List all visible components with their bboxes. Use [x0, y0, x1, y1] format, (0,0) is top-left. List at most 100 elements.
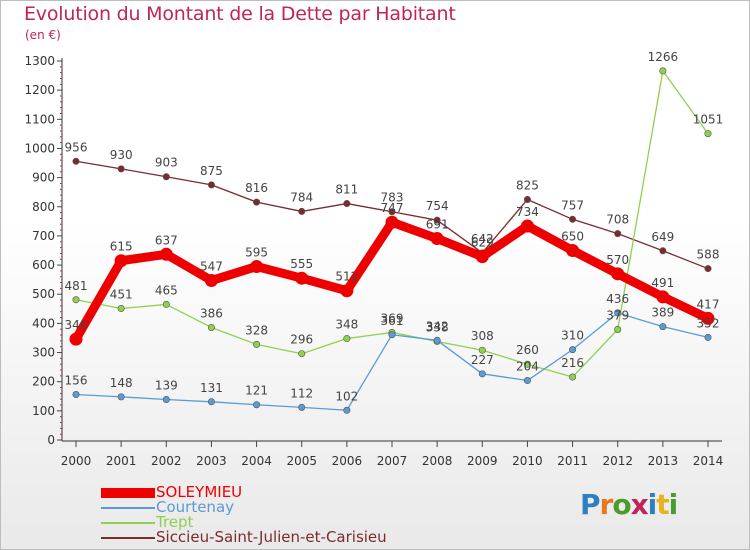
y-tick-label: 600: [32, 258, 55, 272]
data-point: [117, 165, 125, 173]
data-label: 451: [110, 288, 133, 302]
data-point: [72, 157, 80, 165]
data-point: [253, 198, 261, 206]
data-label: 139: [155, 378, 178, 392]
data-label: 481: [65, 279, 88, 293]
data-point: [343, 335, 351, 343]
data-point: [704, 130, 712, 138]
data-point: [207, 181, 215, 189]
logo-letter: i: [668, 488, 679, 521]
x-tick-label: 2012: [602, 454, 633, 468]
data-point: [72, 296, 80, 304]
data-point: [253, 401, 261, 409]
data-label: 708: [606, 213, 629, 227]
data-point: [659, 247, 667, 255]
data-label: 338: [426, 320, 449, 334]
data-label: 310: [561, 329, 584, 343]
x-tick-label: 2010: [512, 454, 543, 468]
x-tick-label: 2002: [151, 454, 182, 468]
y-tick-label: 200: [32, 375, 55, 389]
data-point: [433, 216, 441, 224]
data-point: [569, 373, 577, 381]
data-point: [114, 254, 128, 268]
data-point: [298, 207, 306, 215]
data-label: 1051: [693, 113, 724, 127]
data-point: [433, 336, 441, 344]
y-tick-label: 1300: [24, 54, 55, 68]
y-tick-label: 0: [47, 433, 55, 447]
data-label: 691: [426, 218, 449, 232]
data-point: [478, 346, 486, 354]
data-point: [523, 360, 531, 368]
logo-letter: x: [630, 488, 649, 521]
legend-swatch: [101, 537, 155, 539]
logo-letter: P: [580, 488, 601, 521]
data-point: [566, 244, 580, 257]
data-point: [162, 395, 170, 403]
data-label: 369: [381, 311, 404, 325]
x-tick-label: 2007: [377, 454, 408, 468]
y-tick-label: 1100: [24, 112, 55, 126]
data-point: [475, 250, 489, 264]
data-point: [207, 323, 215, 331]
data-label: 204: [516, 360, 539, 374]
data-label: 216: [561, 356, 584, 370]
x-tick-label: 2005: [286, 454, 317, 468]
proxiti-logo: Proxiti: [580, 488, 679, 521]
y-tick-label: 1000: [24, 141, 55, 155]
data-label: 1266: [648, 50, 679, 64]
x-tick-label: 2006: [332, 454, 363, 468]
data-label: 570: [606, 253, 629, 267]
data-point: [207, 398, 215, 406]
legend-swatch: [101, 522, 155, 524]
data-label: 757: [561, 198, 584, 212]
data-point: [659, 323, 667, 331]
data-label: 555: [290, 257, 313, 271]
data-point: [569, 346, 577, 354]
data-point: [656, 290, 670, 304]
data-label: 260: [516, 343, 539, 357]
data-label: 930: [110, 148, 133, 162]
data-label: 649: [651, 230, 674, 244]
data-label: 102: [335, 389, 358, 403]
data-point: [69, 332, 83, 346]
y-tick-label: 700: [32, 229, 55, 243]
data-label: 348: [335, 318, 358, 332]
data-point: [659, 67, 667, 75]
data-point: [340, 284, 354, 298]
data-point: [250, 260, 264, 274]
y-tick-label: 400: [32, 316, 55, 330]
data-label: 642: [471, 232, 494, 246]
y-tick-label: 1200: [24, 83, 55, 97]
legend-swatch: [101, 488, 155, 498]
data-label: 816: [245, 181, 268, 195]
data-point: [523, 377, 531, 385]
data-label: 148: [110, 376, 133, 390]
legend-label: SOLEYMIEU: [156, 483, 243, 501]
data-label: 637: [155, 233, 178, 247]
y-tick-label: 900: [32, 171, 55, 185]
data-point: [343, 406, 351, 414]
x-tick-label: 2003: [196, 454, 227, 468]
data-point: [253, 340, 261, 348]
data-label: 512: [335, 270, 358, 284]
data-label: 342: [426, 319, 449, 333]
x-tick-label: 2011: [557, 454, 588, 468]
data-label: 227: [471, 353, 494, 367]
data-label: 784: [290, 190, 313, 204]
data-label: 112: [290, 386, 313, 400]
data-point: [614, 309, 622, 317]
data-label: 783: [381, 191, 404, 205]
data-point: [704, 265, 712, 273]
data-label: 465: [155, 283, 178, 297]
data-point: [614, 326, 622, 334]
data-label: 417: [697, 297, 720, 311]
data-label: 588: [697, 248, 720, 262]
data-label: 615: [110, 240, 133, 254]
data-label: 595: [245, 246, 268, 260]
data-point: [298, 350, 306, 358]
data-point: [430, 232, 444, 246]
data-point: [388, 331, 396, 339]
data-label: 121: [245, 384, 268, 398]
